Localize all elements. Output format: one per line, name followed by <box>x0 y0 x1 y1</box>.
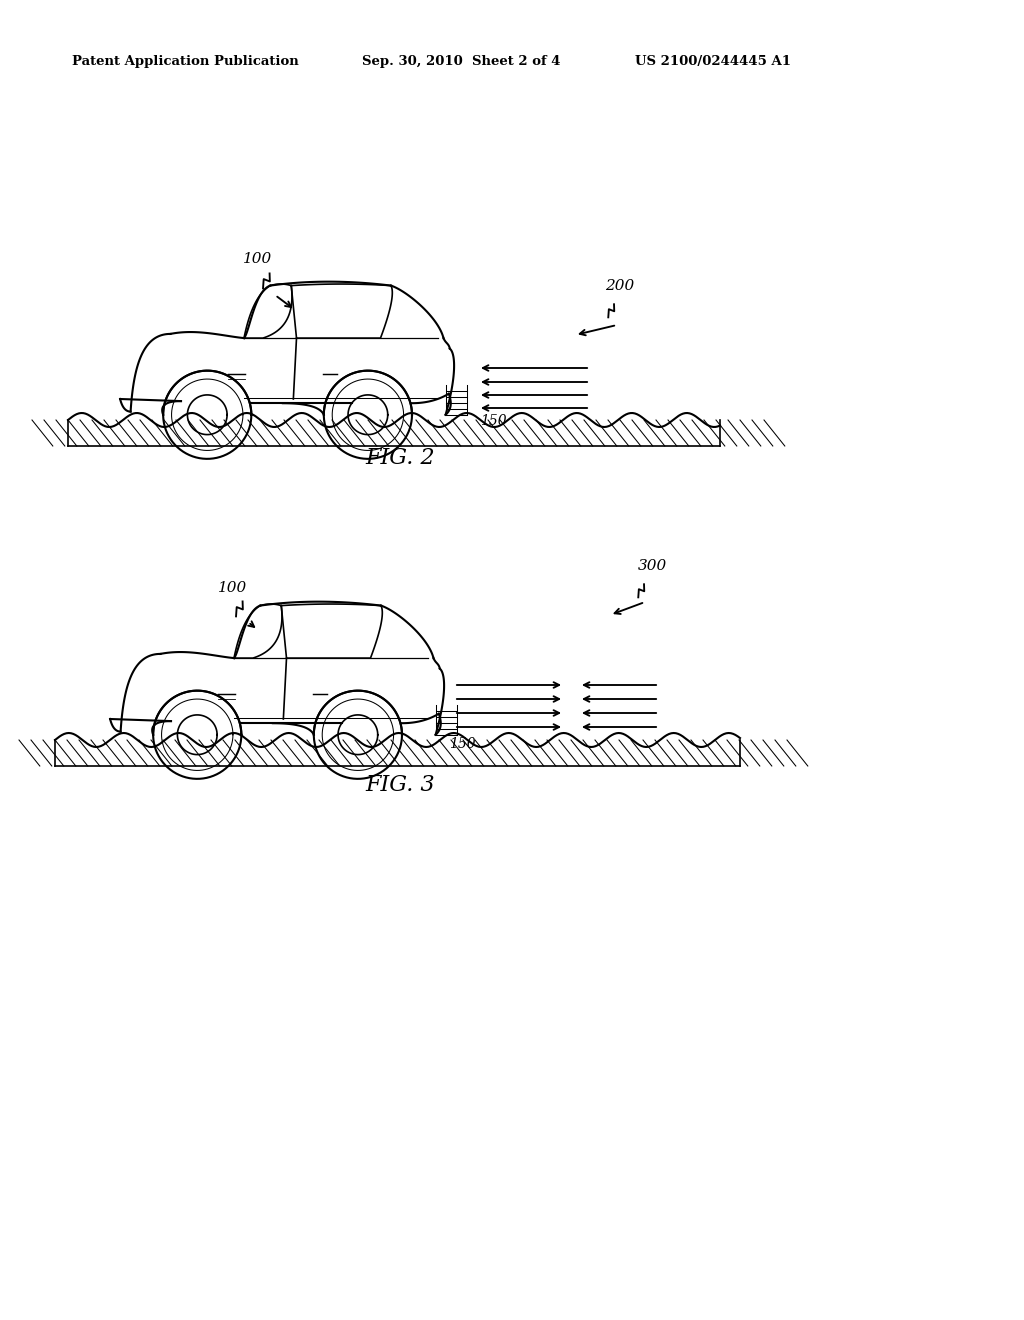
Text: FIG. 2: FIG. 2 <box>366 447 435 469</box>
Text: 300: 300 <box>638 558 668 573</box>
Text: 100: 100 <box>243 252 272 267</box>
Text: 100: 100 <box>218 581 247 595</box>
Text: US 2100/0244445 A1: US 2100/0244445 A1 <box>635 55 791 69</box>
Text: 150: 150 <box>449 737 475 751</box>
Text: Patent Application Publication: Patent Application Publication <box>72 55 299 69</box>
Text: FIG. 3: FIG. 3 <box>366 774 435 796</box>
Text: 200: 200 <box>605 279 634 293</box>
Text: 150: 150 <box>480 414 507 428</box>
Text: Sep. 30, 2010  Sheet 2 of 4: Sep. 30, 2010 Sheet 2 of 4 <box>362 55 560 69</box>
